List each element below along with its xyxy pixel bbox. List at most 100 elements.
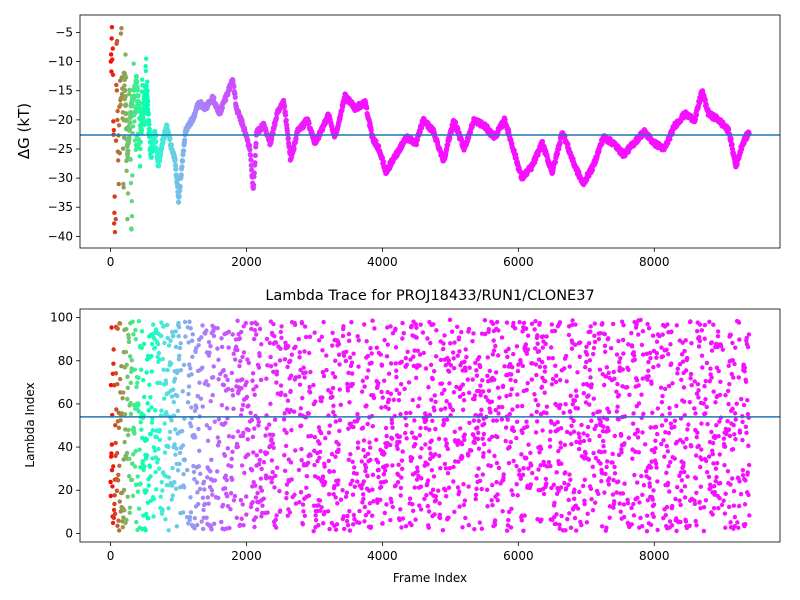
lambda-data-point bbox=[695, 430, 700, 435]
delta-g-data-point bbox=[108, 52, 114, 57]
delta-g-data-point bbox=[554, 151, 561, 157]
lambda-data-point bbox=[259, 488, 265, 493]
lambda-data-point bbox=[703, 397, 708, 402]
delta-g-data-point bbox=[180, 152, 186, 158]
lambda-data-point bbox=[352, 465, 357, 470]
lambda-data-point bbox=[655, 479, 660, 484]
delta-g-data-point bbox=[589, 167, 596, 173]
lambda-data-point bbox=[288, 388, 293, 394]
lambda-data-point bbox=[661, 438, 666, 443]
lambda-data-point bbox=[515, 404, 520, 409]
lambda-data-point bbox=[169, 394, 175, 399]
lambda-data-point bbox=[393, 483, 398, 488]
lambda-data-point bbox=[709, 348, 715, 353]
lambda-data-point bbox=[463, 347, 468, 352]
lambda-data-point bbox=[693, 411, 698, 416]
lambda-data-point bbox=[347, 528, 353, 533]
lambda-data-point bbox=[307, 384, 312, 390]
lambda-data-point bbox=[393, 345, 399, 350]
lambda-data-point bbox=[506, 517, 511, 523]
lambda-data-point bbox=[659, 423, 665, 428]
lambda-data-point bbox=[615, 381, 620, 387]
lambda-data-point bbox=[240, 354, 245, 360]
lambda-data-point bbox=[605, 459, 610, 464]
lambda-data-point bbox=[317, 498, 323, 503]
lambda-data-point bbox=[448, 341, 453, 346]
lambda-data-point bbox=[113, 371, 119, 376]
lambda-data-point bbox=[584, 352, 590, 357]
lambda-data-point bbox=[674, 439, 680, 445]
lambda-data-point bbox=[330, 394, 335, 400]
lambda-data-point bbox=[123, 427, 128, 432]
delta-g-data-point bbox=[252, 160, 258, 166]
lambda-data-point bbox=[694, 434, 699, 440]
lambda-data-point bbox=[190, 332, 195, 337]
lambda-data-point bbox=[226, 434, 232, 439]
delta-g-data-point bbox=[122, 87, 128, 94]
lambda-data-point bbox=[544, 464, 550, 469]
lambda-data-point bbox=[317, 455, 322, 461]
lambda-data-point bbox=[481, 442, 487, 447]
lambda-data-point bbox=[726, 401, 731, 407]
lambda-data-point bbox=[423, 418, 429, 423]
lambda-data-point bbox=[238, 358, 243, 364]
lambda-data-point bbox=[115, 523, 120, 529]
lambda-data-point bbox=[308, 433, 314, 439]
lambda-data-point bbox=[386, 397, 392, 402]
lambda-data-point bbox=[362, 519, 367, 524]
lambda-data-point bbox=[603, 374, 609, 379]
lambda-data-point bbox=[743, 521, 748, 527]
lambda-data-point bbox=[239, 407, 245, 412]
lambda-data-point bbox=[736, 320, 742, 325]
lambda-data-point bbox=[412, 485, 417, 490]
lambda-data-point bbox=[574, 528, 579, 533]
lambda-data-point bbox=[237, 363, 242, 369]
lambda-data-point bbox=[389, 499, 394, 505]
lambda-data-point bbox=[273, 517, 278, 522]
lambda-data-point bbox=[195, 393, 201, 399]
lambda-data-point bbox=[223, 473, 228, 478]
lambda-data-point bbox=[637, 500, 642, 505]
lambda-data-point bbox=[616, 417, 621, 422]
lambda-data-point bbox=[558, 485, 564, 490]
lambda-data-point bbox=[563, 470, 568, 475]
lambda-data-point bbox=[488, 463, 494, 469]
lambda-data-point bbox=[206, 339, 212, 345]
lambda-data-point bbox=[573, 322, 578, 327]
lambda-data-point bbox=[397, 391, 402, 396]
lambda-data-point bbox=[376, 467, 381, 473]
lambda-data-point bbox=[152, 336, 157, 342]
lambda-data-point bbox=[602, 343, 608, 349]
lambda-data-point bbox=[428, 451, 433, 456]
lambda-data-point bbox=[340, 333, 346, 339]
lambda-data-point bbox=[430, 487, 436, 492]
lambda-data-point bbox=[526, 442, 531, 447]
lambda-data-point bbox=[710, 451, 716, 457]
lambda-data-point bbox=[312, 462, 317, 468]
lambda-data-point bbox=[458, 426, 463, 431]
lambda-data-point bbox=[165, 367, 170, 373]
lambda-data-point bbox=[225, 503, 231, 509]
delta-g-data-point bbox=[116, 123, 122, 128]
lambda-data-point bbox=[562, 366, 567, 371]
lambda-data-point bbox=[175, 393, 180, 399]
lambda-data-point bbox=[614, 389, 619, 394]
lambda-data-point bbox=[581, 431, 586, 436]
lambda-data-point bbox=[395, 446, 400, 451]
lambda-data-point bbox=[569, 441, 574, 447]
delta-g-data-point bbox=[138, 163, 143, 169]
lambda-data-point bbox=[404, 410, 409, 416]
lambda-data-point bbox=[669, 523, 675, 528]
lambda-data-point bbox=[277, 488, 282, 494]
lambda-data-point bbox=[698, 464, 703, 470]
delta-g-data-point bbox=[734, 161, 740, 167]
delta-g-data-point bbox=[247, 147, 253, 153]
lambda-data-point bbox=[614, 490, 619, 495]
lambda-data-point bbox=[544, 334, 549, 339]
lambda-data-point bbox=[746, 332, 752, 337]
lambda-data-point bbox=[626, 435, 632, 441]
lambda-data-point bbox=[158, 494, 163, 499]
lambda-data-point bbox=[288, 460, 294, 465]
lambda-data-point bbox=[668, 342, 673, 347]
delta-g-data-point bbox=[306, 120, 312, 126]
